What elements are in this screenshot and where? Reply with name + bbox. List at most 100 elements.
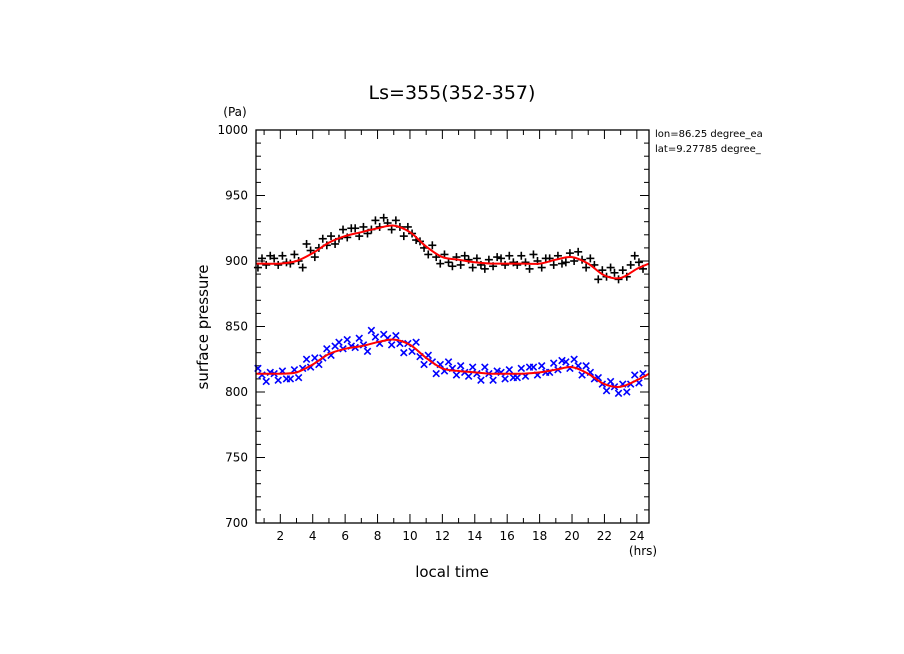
- cross-marker: [481, 363, 489, 371]
- x-tick-label: 2: [276, 529, 284, 543]
- cross-marker: [371, 333, 380, 341]
- x-tick-label: 10: [402, 529, 417, 543]
- plot-frame: [255, 129, 650, 524]
- plus-marker: [610, 268, 619, 277]
- plus-marker: [444, 258, 453, 267]
- plus-marker: [634, 258, 643, 267]
- cross-marker: [456, 362, 465, 370]
- cross-marker: [452, 371, 461, 379]
- plus-marker: [468, 263, 477, 272]
- y-tick-label: 750: [225, 451, 248, 465]
- plus-marker: [521, 258, 530, 267]
- cross-marker: [367, 326, 376, 335]
- cross-marker: [602, 386, 611, 395]
- cross-marker: [335, 338, 343, 346]
- cross-marker: [606, 377, 615, 386]
- plus-marker: [270, 254, 279, 263]
- plus-marker: [606, 263, 615, 272]
- x-tick-label: 14: [467, 529, 482, 543]
- y-axis-label: surface pressure: [194, 265, 212, 390]
- plus-marker: [387, 225, 396, 234]
- plus-marker: [290, 250, 299, 259]
- plus-marker: [448, 262, 457, 271]
- y-tick-label: 900: [225, 254, 248, 268]
- axes: [256, 129, 649, 524]
- plus-marker: [549, 260, 558, 269]
- plus-marker: [456, 260, 465, 269]
- plus-marker: [626, 260, 635, 269]
- plus-marker: [331, 239, 340, 248]
- cross-marker: [387, 341, 396, 349]
- cross-marker: [400, 348, 408, 357]
- plus-marker: [472, 254, 481, 263]
- cross-marker: [274, 376, 282, 384]
- cross-marker: [432, 369, 440, 378]
- plus-marker: [302, 239, 311, 248]
- y-tick-label: 700: [225, 516, 248, 530]
- plus-marker: [428, 241, 437, 250]
- plus-marker: [493, 253, 502, 262]
- plus-marker: [274, 260, 283, 269]
- x-axis-label: local time: [415, 563, 489, 581]
- plus-marker: [501, 260, 510, 269]
- cross-marker: [363, 347, 372, 356]
- lower-fit-line: [255, 338, 650, 388]
- cross-marker: [578, 371, 586, 379]
- lat-annotation: lat=9.27785 degree_: [655, 144, 762, 155]
- plus-marker: [557, 259, 566, 268]
- upper-fit-line: [256, 224, 650, 280]
- cross-marker: [302, 355, 311, 364]
- cross-marker: [505, 365, 514, 374]
- cross-marker: [420, 360, 428, 369]
- x-tick-label: 24: [629, 529, 644, 543]
- y-tick-label: 1000: [217, 123, 248, 137]
- plus-marker: [339, 225, 348, 234]
- plus-marker: [574, 247, 583, 256]
- plus-marker: [371, 216, 380, 225]
- cross-marker: [582, 362, 590, 370]
- plus-marker: [497, 254, 506, 263]
- cross-marker: [489, 376, 497, 384]
- cross-marker: [311, 354, 319, 362]
- plus-marker: [310, 253, 319, 262]
- cross-marker: [562, 358, 570, 366]
- plus-marker: [618, 266, 627, 275]
- chart-title: Ls=355(352-357): [369, 82, 536, 104]
- plus-marker: [460, 251, 469, 260]
- tick-labels: 2 4 6 8 10 12 14 16 18 20 22 2470075080085090095010…: [217, 123, 644, 543]
- plus-marker: [379, 213, 388, 222]
- plus-marker: [513, 260, 522, 269]
- cross-marker: [392, 331, 400, 340]
- x-tick-label: 6: [341, 529, 349, 543]
- cross-marker: [408, 347, 416, 356]
- y-tick-label: 800: [225, 385, 248, 399]
- x-tick-label: 16: [500, 529, 515, 543]
- plus-marker: [565, 249, 574, 258]
- x-tick-label: 12: [435, 529, 450, 543]
- cross-marker: [513, 373, 522, 382]
- plus-marker: [253, 263, 262, 272]
- plus-marker: [327, 232, 336, 241]
- plus-marker: [480, 264, 489, 273]
- cross-marker: [537, 362, 546, 370]
- cross-marker: [570, 355, 578, 364]
- plus-marker: [630, 251, 639, 260]
- cross-marker: [323, 345, 331, 353]
- plus-marker: [582, 263, 591, 272]
- x-tick-label: 8: [374, 529, 382, 543]
- cross-marker: [614, 389, 623, 398]
- x-tick-label: 20: [564, 529, 579, 543]
- x-tick-label: 22: [597, 529, 612, 543]
- y-tick-label: 850: [225, 320, 248, 334]
- plus-marker: [525, 264, 534, 273]
- plus-marker: [484, 255, 493, 264]
- plus-marker: [403, 222, 412, 231]
- x-tick-label: 4: [309, 529, 317, 543]
- cross-marker: [517, 364, 526, 373]
- cross-marker: [623, 388, 631, 396]
- plus-marker: [351, 224, 360, 233]
- data-marks: [253, 213, 648, 398]
- plus-marker: [594, 275, 603, 284]
- cross-marker: [501, 375, 509, 383]
